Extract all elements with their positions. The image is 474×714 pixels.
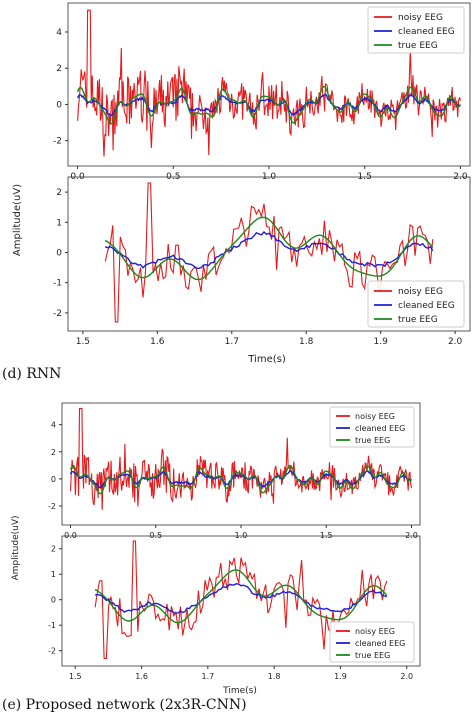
axes-frame (67, 176, 471, 332)
y-tick-label: 0 (51, 596, 56, 605)
x-tick-label: 2.0 (400, 672, 413, 681)
series-noisy-eeg (77, 9, 461, 157)
caption-e-proposed: (e) Proposed network (2x3R-CNN) (2, 697, 247, 713)
y-tick-label: 4 (56, 28, 62, 38)
series-cleaned-eeg (95, 582, 388, 615)
series-cleaned-eeg (76, 92, 461, 117)
y-tick-label: 1 (56, 218, 62, 228)
x-axis-label-d: Time(s) (247, 354, 286, 365)
x-tick-label: 1.7 (201, 672, 214, 681)
y-tick-label: -1 (48, 621, 56, 630)
y-tick-label: 1 (51, 570, 56, 579)
series-true-eeg (76, 85, 461, 125)
x-tick-label: 0.0 (64, 531, 77, 540)
series-noisy-eeg (69, 407, 413, 510)
legend-label: cleaned EEG (398, 301, 455, 311)
series-true-eeg (69, 464, 413, 495)
x-tick-label: 2.0 (405, 531, 418, 540)
legend-label: cleaned EEG (355, 639, 405, 648)
legend-label: true EEG (355, 436, 390, 445)
x-tick-label: 1.5 (69, 672, 82, 681)
series-true-eeg (94, 569, 388, 624)
y-tick-label: -2 (53, 309, 62, 319)
series-true-eeg (104, 216, 434, 281)
x-tick-label: 0.5 (149, 531, 162, 540)
x-tick-label: 1.6 (135, 672, 148, 681)
x-tick-label: 1.5 (320, 531, 333, 540)
panel-e-bottom: 1.5 1.6 1.7 1.8 1.9 2.0 -2 -1 0 1 2 noisy EEG cleane… (48, 535, 421, 681)
x-tick-label: 1.0 (235, 531, 248, 540)
legend-box (329, 621, 415, 663)
y-tick-label: 2 (56, 188, 62, 198)
panel-e-top: 0.0 0.5 1.0 1.5 2.0 -2 0 2 4 noisy EEG cleaned EEG… (48, 402, 421, 540)
x-tick-label: 1.9 (334, 672, 347, 681)
x-tick-label: 1.8 (299, 337, 314, 347)
y-tick-label: 2 (51, 448, 56, 457)
legend-box (367, 6, 465, 54)
series-cleaned-eeg (104, 231, 434, 270)
x-tick-label: 2.0 (448, 337, 463, 347)
y-tick-label: 4 (51, 421, 56, 430)
x-tick-label: 1.7 (225, 337, 239, 347)
legend-label: noisy EEG (398, 287, 443, 297)
y-tick-label: -1 (53, 279, 62, 289)
legend-label: noisy EEG (355, 627, 395, 636)
y-tick-label: -2 (48, 502, 56, 511)
legend-box (329, 406, 415, 448)
x-tick-label: 1.9 (374, 337, 389, 347)
y-tick-label: 0 (51, 475, 56, 484)
panel-d-bottom: 1.5 1.6 1.7 1.8 1.9 2.0 -2 -1 0 1 2 noisy EEG cleane… (53, 176, 471, 347)
x-tick-label: 1.6 (150, 337, 165, 347)
legend-label: true EEG (355, 651, 390, 660)
legend-box (367, 280, 465, 328)
legend-label: noisy EEG (398, 13, 443, 23)
y-tick-label: 0 (56, 100, 62, 110)
legend-label: cleaned EEG (355, 424, 405, 433)
axes-frame (61, 535, 421, 667)
x-tick-label: 1.5 (76, 337, 90, 347)
y-tick-label: -2 (53, 137, 62, 147)
x-tick-label: 1.8 (268, 672, 281, 681)
y-tick-label: -2 (48, 647, 56, 656)
y-axis-label-e: Amplitude(uV) (11, 515, 21, 580)
x-axis-label-e: Time(s) (222, 686, 257, 696)
y-tick-label: 2 (51, 545, 56, 554)
y-tick-label: 2 (56, 64, 62, 74)
legend-label: true EEG (398, 41, 438, 51)
legend-label: noisy EEG (355, 412, 395, 421)
y-tick-label: 0 (56, 248, 62, 258)
legend-label: true EEG (398, 315, 438, 325)
caption-d-rnn: (d) RNN (2, 366, 62, 382)
legend-label: cleaned EEG (398, 27, 455, 37)
y-axis-label-d: Amplitude(uV) (12, 184, 23, 256)
series-cleaned-eeg (69, 469, 413, 489)
